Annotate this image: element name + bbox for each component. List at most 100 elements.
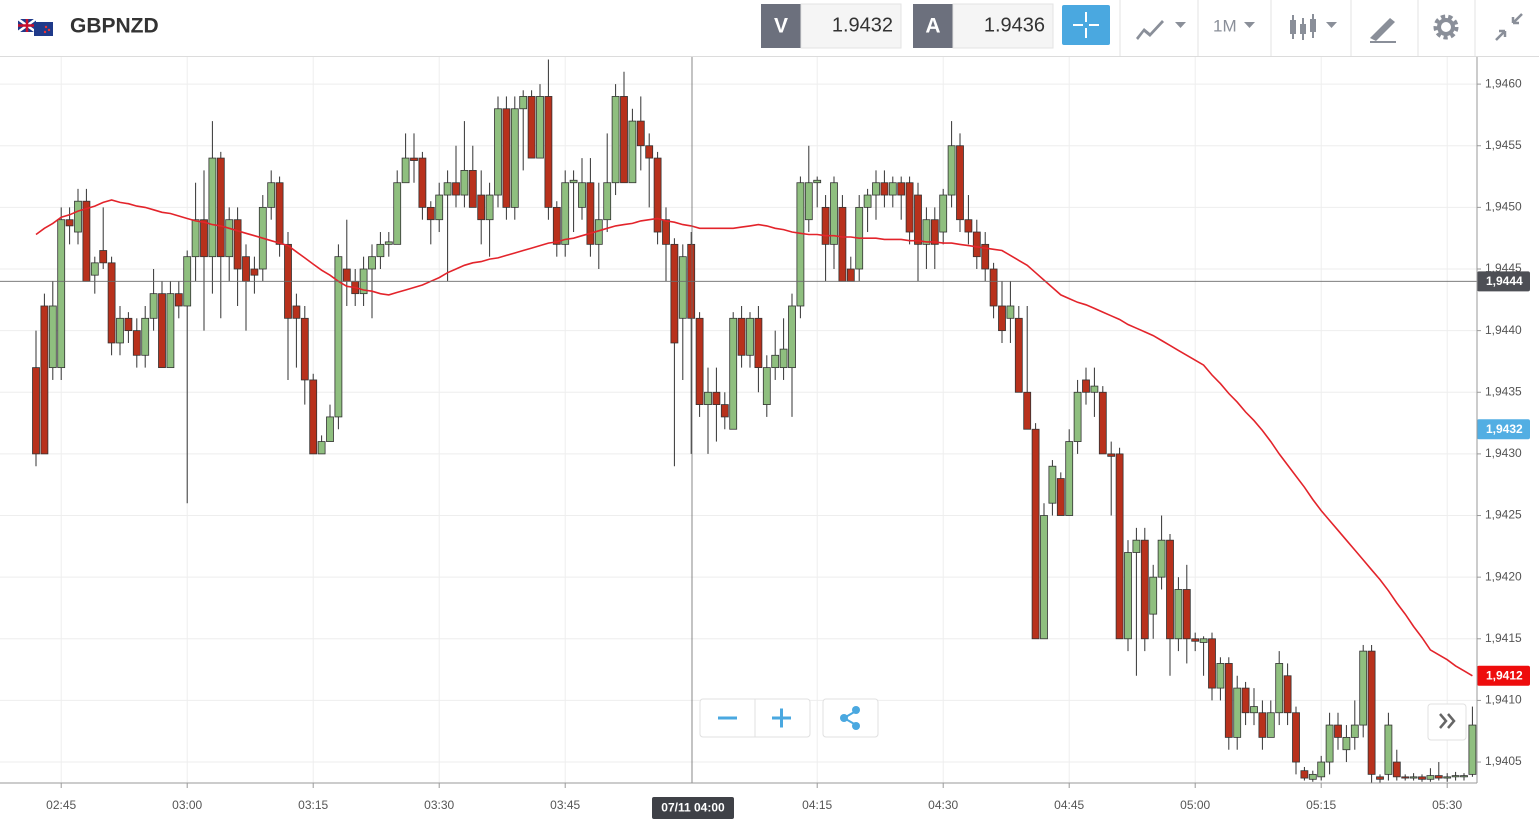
- candle-body: [872, 182, 880, 196]
- candle-body: [1124, 552, 1132, 640]
- candle-body: [1334, 724, 1342, 738]
- price-tag: [1477, 665, 1530, 686]
- sell-label: V: [774, 15, 788, 38]
- candle-body: [48, 305, 57, 369]
- candle-body: [1342, 736, 1351, 751]
- buy-button[interactable]: [913, 4, 953, 48]
- candle-body: [796, 182, 805, 307]
- candle-body: [1023, 391, 1032, 430]
- zoom-in-button[interactable]: [772, 708, 791, 728]
- candle-body: [586, 182, 595, 245]
- candle-body: [1250, 706, 1258, 714]
- candle-body: [888, 182, 897, 196]
- candle-body: [653, 157, 662, 233]
- candle-body: [158, 293, 166, 369]
- candle-body: [1182, 589, 1191, 640]
- candle-body: [418, 157, 427, 208]
- x-tick-label: 03:00: [172, 798, 202, 812]
- candle-body: [275, 182, 284, 245]
- buy-price: 1.9436: [984, 14, 1045, 36]
- candle-body: [410, 157, 418, 161]
- candle-body: [1376, 776, 1384, 780]
- y-tick-label: 1,9430: [1485, 446, 1522, 460]
- candle-body: [527, 96, 536, 159]
- y-tick-label: 1,9410: [1485, 693, 1522, 707]
- candle-body: [636, 120, 645, 147]
- plot-area: [32, 59, 1477, 783]
- candle-body: [124, 317, 133, 332]
- candle-body: [1166, 539, 1174, 640]
- candle-body: [536, 96, 544, 159]
- candle-body: [720, 404, 729, 418]
- y-tick-label: 1,9450: [1485, 200, 1522, 214]
- candle-body: [939, 194, 948, 233]
- x-tick-label: 03:30: [424, 798, 454, 812]
- candle-body: [477, 194, 486, 221]
- candle-body: [670, 243, 679, 344]
- candle-body: [519, 96, 528, 110]
- chart-type-button[interactable]: [1136, 20, 1164, 40]
- candle-body: [1460, 775, 1468, 778]
- candle-body: [90, 262, 99, 276]
- candle-body: [1216, 663, 1225, 689]
- candle-body: [1090, 385, 1099, 393]
- candle-body: [65, 219, 74, 227]
- settings-button[interactable]: [1433, 14, 1459, 40]
- candle-body: [494, 108, 502, 196]
- candle-body: [1367, 650, 1376, 775]
- candle-body: [1317, 761, 1326, 778]
- candle-body: [611, 96, 620, 184]
- candle-body: [141, 317, 150, 356]
- candle-body: [1073, 391, 1082, 442]
- sell-button[interactable]: [761, 4, 801, 48]
- candle-body: [452, 182, 460, 196]
- scroll-end-button[interactable]: [1439, 713, 1456, 729]
- candle-body: [552, 206, 561, 245]
- candle-body: [40, 305, 49, 455]
- candle-body: [1434, 775, 1443, 779]
- candle-body: [1048, 465, 1057, 504]
- dropdown-arrow: [1326, 22, 1337, 28]
- candle-body: [1140, 539, 1149, 640]
- candle-body: [393, 182, 402, 245]
- candle-body: [233, 219, 242, 270]
- timeframe-button[interactable]: 1M: [1213, 16, 1237, 35]
- candle-body: [1174, 589, 1183, 640]
- dropdown-arrow: [1175, 22, 1186, 28]
- candle-body: [1107, 453, 1116, 457]
- drawing-button[interactable]: [1370, 18, 1396, 43]
- candle-body: [603, 182, 612, 221]
- candle-body: [964, 219, 973, 233]
- price-tag-label: 1,9444: [1486, 274, 1523, 288]
- sell-price: 1.9432: [832, 14, 893, 36]
- candle-body: [737, 317, 746, 356]
- candle-body: [779, 348, 788, 369]
- crosshair-x-tag: [652, 797, 734, 819]
- candle-body: [443, 182, 452, 196]
- candle-body: [981, 243, 990, 270]
- candle-body: [200, 219, 208, 258]
- candle-body: [712, 391, 721, 405]
- collapse-button[interactable]: [1495, 13, 1523, 41]
- sell-box[interactable]: [800, 3, 902, 49]
- candle-body: [897, 182, 906, 196]
- candle-body: [804, 182, 813, 221]
- x-tick-label: 04:30: [928, 798, 958, 812]
- candle-body: [678, 256, 687, 319]
- share-button[interactable]: [840, 706, 860, 730]
- overlay: 1,9405 1,9410 1,9415 1,9420 1,9425 1,9430 1,94…: [0, 57, 1530, 819]
- candle-body: [191, 219, 200, 258]
- candle-body: [1258, 712, 1267, 738]
- price-tag-label: 1,9432: [1486, 422, 1523, 436]
- candle-body: [914, 194, 922, 245]
- candle-body: [225, 219, 234, 258]
- crosshair-button[interactable]: [1062, 5, 1110, 45]
- y-tick-label: 1,9460: [1485, 76, 1522, 90]
- x-tick-label: 03:15: [298, 798, 328, 812]
- candle-body: [1208, 638, 1216, 689]
- buy-box[interactable]: [952, 3, 1054, 49]
- candle-body: [905, 182, 914, 233]
- crosshair-x-label: 07/11 04:00: [661, 801, 725, 815]
- candle-body: [1014, 317, 1023, 393]
- candle-type-button[interactable]: [1290, 14, 1316, 40]
